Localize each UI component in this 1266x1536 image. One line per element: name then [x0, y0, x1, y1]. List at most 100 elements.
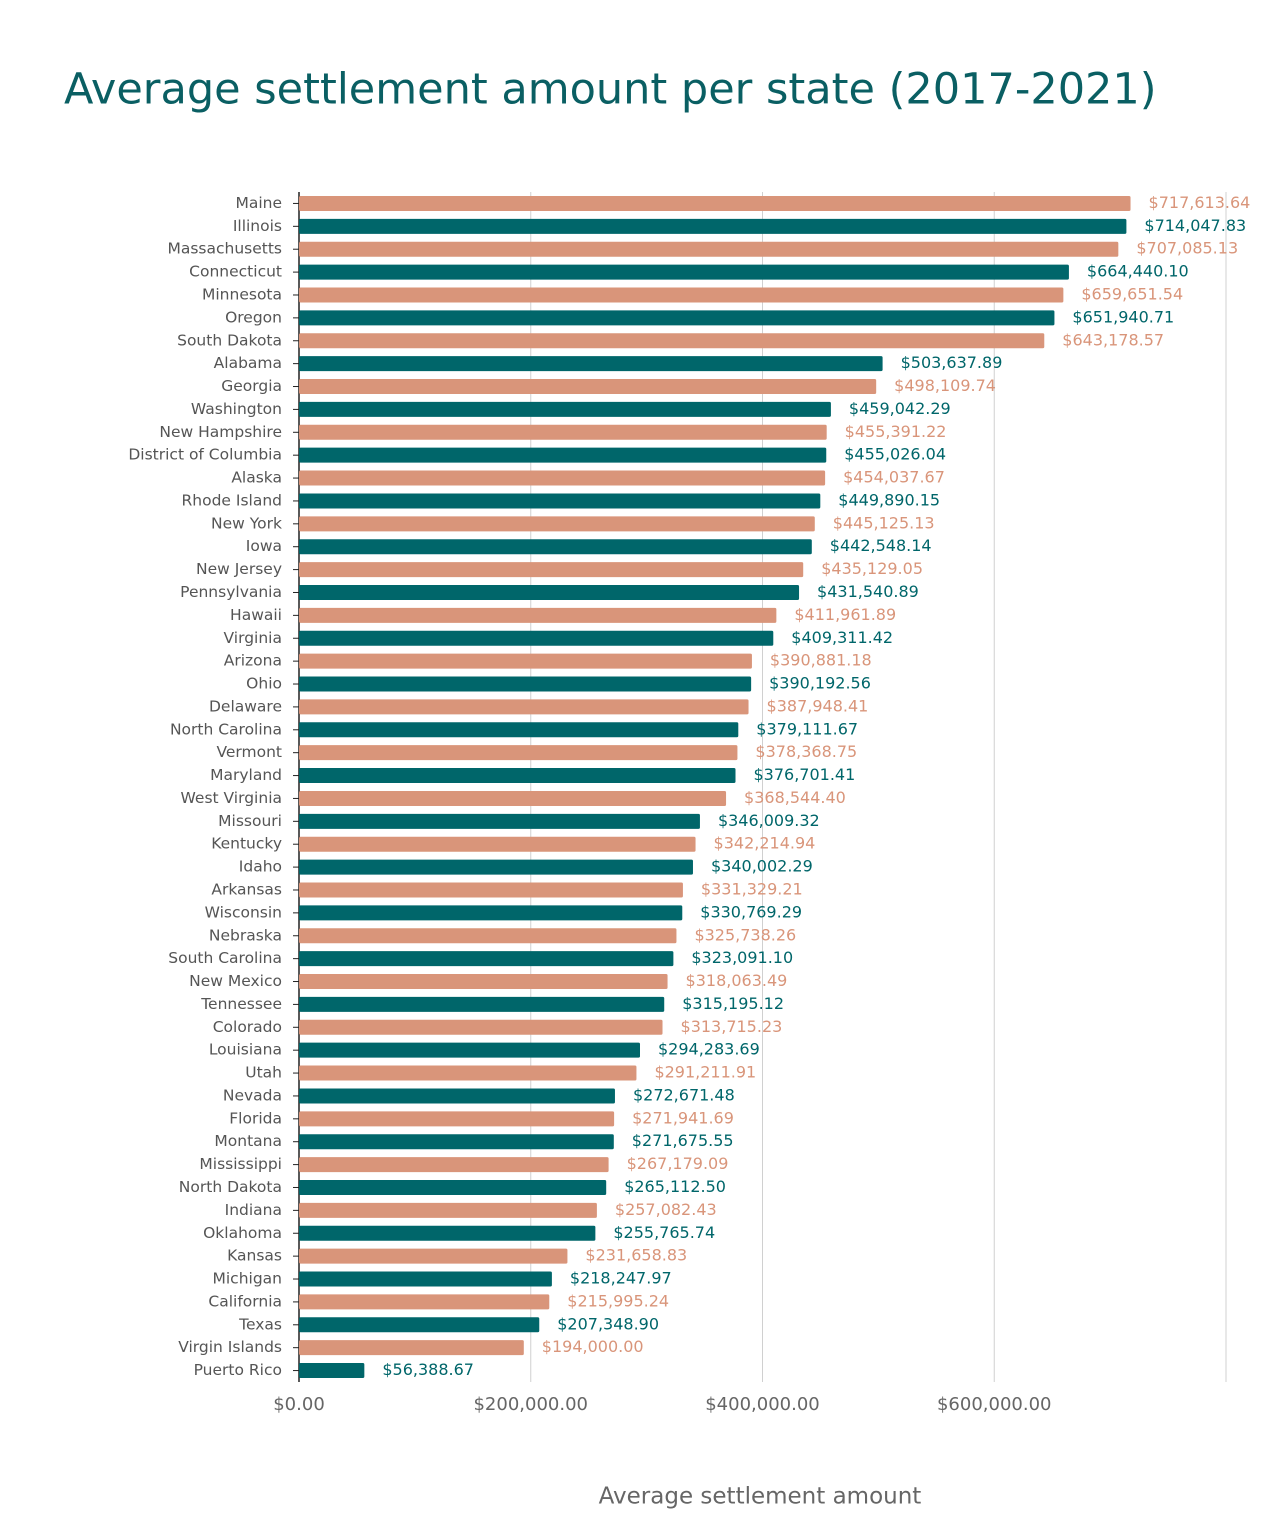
bar — [299, 287, 1064, 303]
y-tick-label: North Dakota — [179, 1178, 282, 1196]
y-tick-label: Maryland — [210, 766, 282, 784]
value-label: $218,247.97 — [570, 1269, 672, 1288]
y-tick-label: Kentucky — [211, 835, 282, 853]
value-label: $194,000.00 — [542, 1337, 644, 1356]
bar — [299, 447, 827, 463]
y-tick-label: Iowa — [246, 537, 282, 555]
value-label: $659,651.54 — [1081, 284, 1183, 303]
value-label: $454,037.67 — [843, 468, 945, 487]
y-tick-label: Minnesota — [202, 285, 282, 303]
bar — [299, 333, 1045, 349]
value-label: $272,671.48 — [633, 1085, 735, 1104]
y-tick-label: South Dakota — [177, 331, 282, 349]
y-tick-label: Virgin Islands — [178, 1338, 282, 1356]
bar — [299, 310, 1055, 326]
bar — [299, 1019, 663, 1035]
y-tick-label: New Hampshire — [159, 423, 282, 441]
bar — [299, 928, 677, 944]
y-tick-label: Georgia — [221, 377, 282, 395]
bar — [299, 401, 831, 417]
bar — [299, 470, 826, 486]
bar — [299, 195, 1131, 211]
bar — [299, 584, 800, 600]
bar — [299, 539, 812, 555]
value-label: $265,112.50 — [624, 1177, 726, 1196]
value-label: $342,214.94 — [714, 834, 816, 853]
value-label: $255,765.74 — [613, 1223, 715, 1242]
chart-title: Average settlement amount per state (201… — [64, 65, 1157, 115]
value-label: $449,890.15 — [838, 490, 940, 509]
value-label: $390,881.18 — [770, 651, 872, 670]
value-label: $387,948.41 — [767, 696, 869, 715]
bar — [299, 493, 821, 509]
value-label: $215,995.24 — [567, 1291, 669, 1310]
y-tick-label: South Carolina — [168, 949, 282, 967]
x-tick-label: $200,000.00 — [473, 1394, 588, 1415]
value-label: $330,769.29 — [700, 902, 802, 921]
y-tick-label: Texas — [238, 1315, 282, 1333]
bar — [299, 790, 727, 806]
bar — [299, 1294, 550, 1310]
bar — [299, 562, 804, 578]
y-tick-label: Colorado — [213, 1018, 282, 1036]
value-label: $459,042.29 — [849, 399, 951, 418]
bar — [299, 1179, 607, 1195]
bar — [299, 882, 683, 898]
y-tick-label: Montana — [214, 1132, 282, 1150]
value-label: $442,548.14 — [830, 536, 932, 555]
bar — [299, 722, 739, 738]
y-tick-label: Pennsylvania — [180, 583, 282, 601]
x-axis-label: Average settlement amount — [599, 1484, 922, 1510]
value-label: $503,637.89 — [901, 353, 1003, 372]
value-label: $291,211.91 — [654, 1063, 756, 1082]
value-label: $664,440.10 — [1087, 262, 1189, 281]
bar — [299, 1134, 614, 1150]
value-label: $643,178.57 — [1062, 330, 1164, 349]
bar — [299, 951, 674, 967]
value-label: $376,701.41 — [754, 765, 856, 784]
bar — [299, 379, 877, 395]
bar — [299, 1271, 552, 1287]
y-tick-label: Utah — [245, 1064, 282, 1082]
value-label: $714,047.83 — [1144, 216, 1246, 235]
y-tick-label: Arkansas — [211, 880, 282, 898]
y-tick-label: Louisiana — [209, 1041, 282, 1059]
y-tick-label: Washington — [191, 400, 282, 418]
bar — [299, 653, 752, 669]
value-label: $271,941.69 — [632, 1108, 734, 1127]
bar — [299, 356, 883, 372]
value-label: $445,125.13 — [833, 513, 935, 532]
bar — [299, 836, 696, 852]
y-tick-label: New York — [211, 514, 282, 532]
value-label: $455,026.04 — [844, 445, 946, 464]
value-label: $411,961.89 — [794, 605, 896, 624]
y-tick-label: Nevada — [223, 1086, 282, 1104]
bar — [299, 1065, 637, 1081]
value-label: $707,085.13 — [1136, 239, 1238, 258]
value-label: $455,391.22 — [845, 422, 947, 441]
y-tick-label: Delaware — [209, 697, 282, 715]
value-label: $368,544.40 — [744, 788, 846, 807]
y-tick-label: Florida — [229, 1109, 282, 1127]
value-label: $294,283.69 — [658, 1040, 760, 1059]
y-tick-label: District of Columbia — [128, 446, 282, 464]
value-label: $379,111.67 — [756, 719, 858, 738]
y-tick-label: North Carolina — [170, 720, 282, 738]
y-tick-label: Oregon — [225, 308, 282, 326]
bar — [299, 241, 1119, 257]
bar — [299, 1340, 524, 1356]
bar — [299, 745, 738, 761]
y-tick-label: California — [208, 1292, 282, 1310]
bar — [299, 996, 665, 1012]
bar — [299, 1157, 609, 1173]
bar — [299, 1248, 568, 1264]
y-tick-label: Ohio — [246, 675, 282, 693]
y-tick-label: Hawaii — [230, 606, 282, 624]
value-label: $409,311.42 — [791, 628, 893, 647]
y-tick-label: Arizona — [224, 652, 282, 670]
y-tick-label: Indiana — [225, 1201, 282, 1219]
y-tick-label: Mississippi — [199, 1155, 282, 1173]
y-tick-label: New Jersey — [196, 560, 282, 578]
bar — [299, 768, 736, 784]
value-label: $313,715.23 — [681, 1017, 783, 1036]
